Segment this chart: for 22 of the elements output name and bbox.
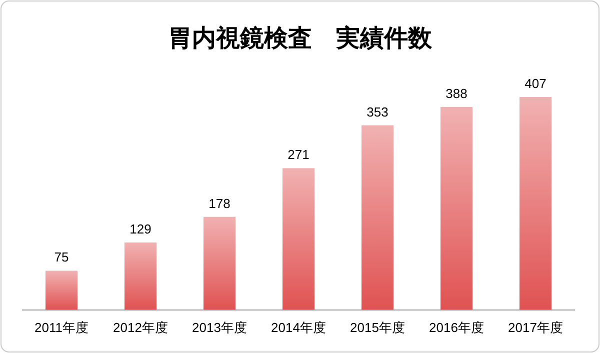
data-label: 353 [366,104,388,120]
bar [520,97,552,310]
x-tick-label: 2015年度 [350,320,405,335]
x-tick-label: 2014年度 [271,320,326,335]
data-label: 388 [446,86,468,101]
x-tick-label: 2011年度 [34,320,88,335]
data-label: 129 [130,221,152,236]
x-tick-label: 2013年度 [192,320,247,335]
bar [124,242,156,310]
bar [46,270,78,310]
bar [440,106,472,310]
data-label: 178 [208,196,230,211]
bar [362,125,394,310]
data-label: 75 [54,250,69,265]
bar [282,168,314,310]
data-label: 407 [524,76,546,91]
x-tick-label: 2017年度 [508,320,563,335]
bar [204,216,236,310]
chart-title: 胃内視鏡検査 実績件数 [168,24,433,52]
x-tick-label: 2012年度 [113,320,168,335]
data-label: 271 [288,147,310,162]
x-tick-label: 2016年度 [429,320,484,335]
